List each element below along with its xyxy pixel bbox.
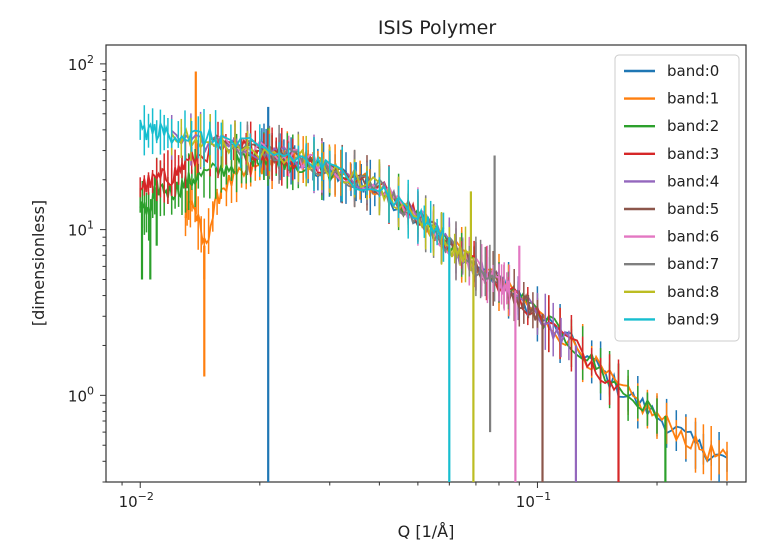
x-tick-label: 10−2	[119, 490, 154, 511]
legend-label: band:5	[667, 200, 719, 218]
legend-label: band:3	[667, 145, 719, 163]
legend-item: band:2	[624, 117, 719, 135]
series-band-9	[139, 105, 451, 482]
legend-item: band:7	[624, 255, 719, 273]
legend-label: band:8	[667, 283, 719, 301]
series-layer	[139, 71, 728, 482]
x-tick-label: 10−1	[516, 490, 551, 511]
legend-item: band:5	[624, 200, 719, 218]
y-axis-label: [dimensionless]	[29, 200, 48, 326]
series-band-2	[139, 127, 667, 482]
y-tick-label: 100	[68, 384, 94, 405]
legend: band:0 band:1 band:2 band:3 band:4 band:5 band…	[614, 54, 740, 342]
chart-title: ISIS Polymer	[378, 17, 496, 39]
legend-item: band:8	[624, 283, 719, 301]
legend-item: band:6	[624, 228, 719, 246]
plot-area-frame	[105, 44, 747, 483]
legend-item: band:4	[624, 172, 719, 190]
legend-item: band:9	[624, 310, 719, 328]
legend-label: band:1	[667, 90, 719, 108]
legend-label: band:2	[667, 117, 719, 135]
legend-item: band:3	[624, 145, 719, 163]
legend-item: band:0	[624, 62, 719, 80]
legend-label: band:0	[667, 62, 719, 80]
legend-label: band:6	[667, 228, 719, 246]
x-axis-ticks: 10−2 10−1	[119, 482, 728, 511]
y-tick-label: 101	[68, 219, 94, 240]
legend-label: band:9	[667, 310, 719, 328]
legend-label: band:7	[667, 255, 719, 273]
y-tick-label: 102	[68, 53, 94, 74]
y-axis-ticks: 100 101 102	[68, 53, 106, 483]
legend-item: band:1	[624, 90, 719, 108]
legend-label: band:4	[667, 172, 719, 190]
x-axis-label: Q [1/Å]	[398, 522, 455, 541]
